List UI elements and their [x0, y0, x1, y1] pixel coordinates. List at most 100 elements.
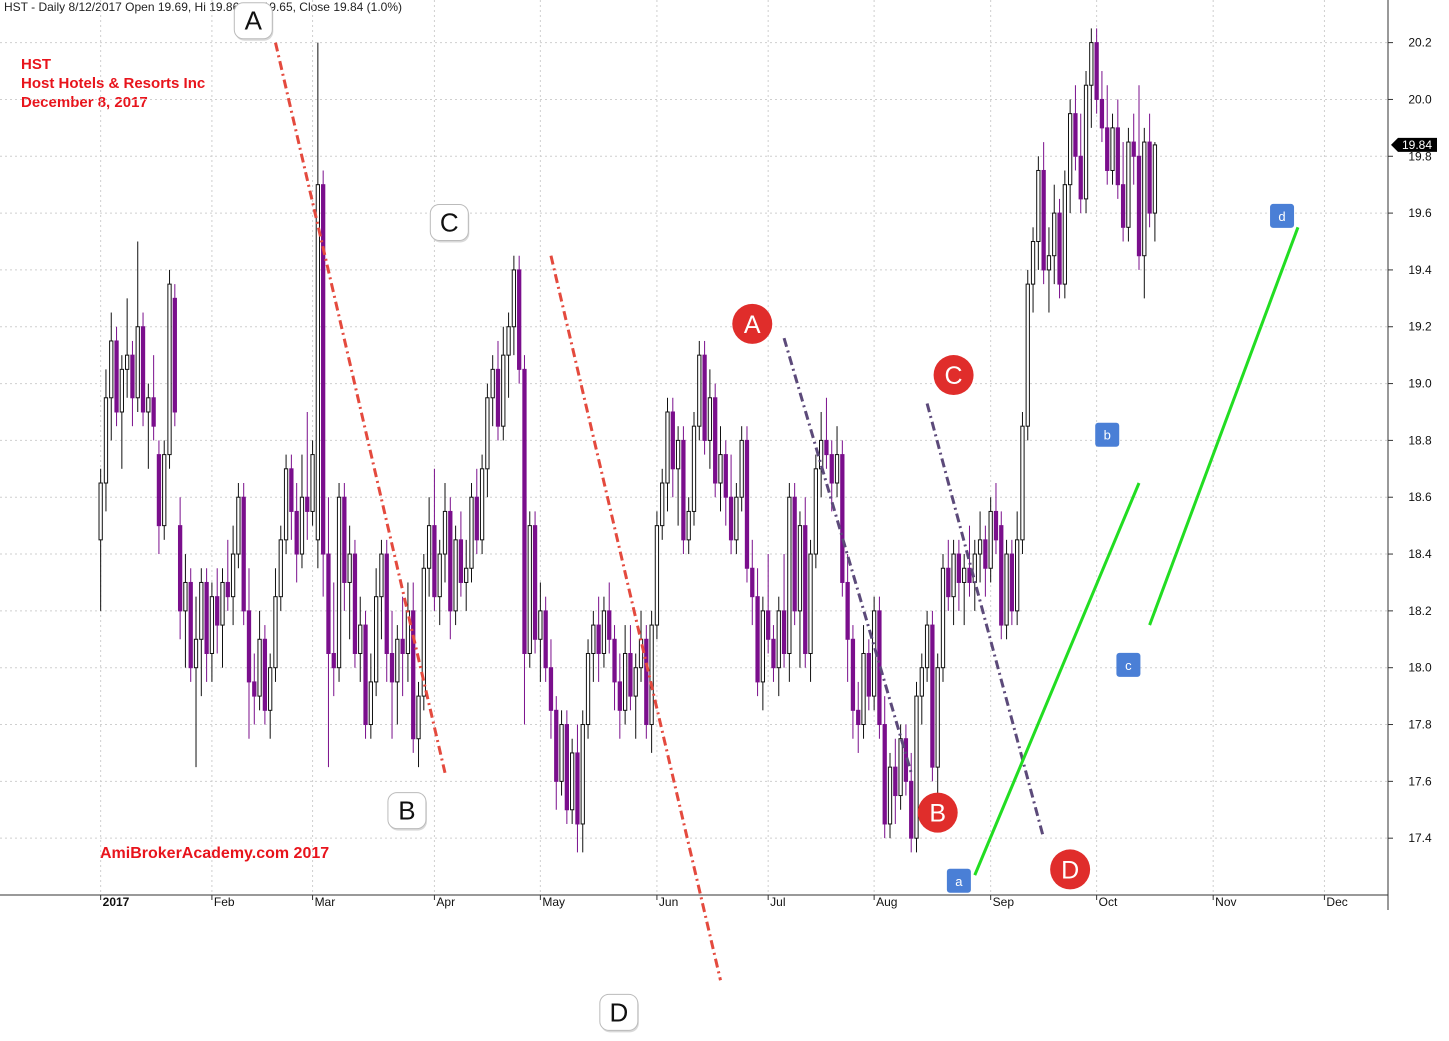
- candle-body: [622, 652, 628, 711]
- candle-body: [861, 652, 866, 726]
- candle-body: [723, 454, 728, 498]
- candle: [543, 596, 548, 682]
- candle-body: [204, 581, 209, 654]
- candle: [707, 369, 713, 469]
- candle: [914, 681, 919, 853]
- candle-body: [103, 397, 109, 484]
- wave-label-blue: c: [1116, 652, 1141, 677]
- wave-label-red: D: [1050, 849, 1091, 890]
- candle-body: [1131, 141, 1136, 157]
- wave-label-blue: a: [946, 868, 971, 893]
- candle-body: [617, 681, 622, 711]
- candle: [977, 511, 983, 583]
- candle-body: [856, 709, 861, 726]
- candle: [479, 454, 485, 555]
- candle-body: [734, 496, 739, 541]
- candle-body: [1147, 141, 1152, 214]
- candle-body: [665, 411, 670, 484]
- candle-body: [1110, 127, 1115, 171]
- last-price-tag: 19.84: [1391, 137, 1437, 152]
- candle-body: [342, 496, 347, 583]
- x-tick-label: Nov: [1215, 895, 1236, 909]
- candle: [723, 440, 728, 526]
- candle: [866, 639, 871, 711]
- candle: [426, 497, 432, 597]
- candle-body: [215, 596, 220, 626]
- annotation-lines: [274, 42, 1300, 981]
- candle-body: [850, 638, 856, 711]
- candle-body: [389, 652, 395, 683]
- candle-body: [125, 354, 130, 370]
- candle-body: [464, 567, 469, 583]
- candle-body: [1020, 425, 1025, 541]
- candle: [988, 497, 993, 583]
- candle: [162, 440, 167, 540]
- candle: [829, 440, 834, 512]
- candle-body: [416, 695, 421, 740]
- candle-body: [273, 596, 278, 669]
- candle-body: [188, 581, 193, 669]
- candle-body: [156, 454, 162, 527]
- candle: [1046, 227, 1052, 313]
- x-tick-label: Sep: [993, 895, 1015, 909]
- candle: [135, 241, 140, 412]
- candle-body: [930, 624, 935, 768]
- candle-body: [893, 766, 898, 797]
- candle-body: [241, 496, 246, 612]
- candle: [501, 326, 506, 441]
- wave-label-square: [1270, 203, 1295, 228]
- candle-body: [845, 581, 850, 640]
- candle-body: [140, 326, 146, 413]
- candle-body: [607, 610, 612, 640]
- candle: [405, 582, 411, 682]
- candle: [909, 752, 914, 853]
- candle-body: [681, 439, 686, 541]
- candle-body: [972, 553, 977, 583]
- x-tick-label: Jul: [770, 895, 785, 909]
- y-tick-label: 19.0: [1408, 377, 1432, 391]
- ticker-label: HST: [21, 56, 51, 73]
- candle: [962, 554, 967, 626]
- candle: [1057, 198, 1062, 299]
- candle-body: [548, 667, 554, 711]
- candle-body: [999, 525, 1004, 626]
- candle-body: [358, 624, 363, 654]
- candle-body: [517, 269, 522, 370]
- candle: [1078, 113, 1083, 214]
- candle-body: [321, 184, 326, 555]
- candle-body: [506, 326, 511, 356]
- candle-body: [1057, 212, 1062, 285]
- x-tick-label: May: [542, 895, 565, 909]
- candle: [1136, 85, 1142, 270]
- candle: [474, 468, 479, 555]
- candle: [654, 511, 660, 640]
- candle: [156, 440, 162, 555]
- y-tick-label: 18.2: [1408, 604, 1432, 618]
- candle: [1062, 170, 1067, 299]
- candle-body: [638, 638, 644, 669]
- wave-label-text: a: [955, 874, 963, 889]
- wave-label-text: B: [929, 800, 946, 828]
- y-tick-label: 18.4: [1408, 547, 1432, 561]
- candle: [548, 639, 554, 739]
- candle-body: [363, 624, 368, 726]
- candle: [453, 525, 458, 626]
- candle-body: [575, 752, 580, 825]
- candle: [559, 710, 564, 796]
- wave-label-square: [1095, 422, 1120, 447]
- candle-body: [554, 709, 559, 782]
- candle-body: [209, 596, 215, 654]
- candle: [808, 539, 813, 682]
- candle: [109, 312, 114, 441]
- candle-body: [230, 553, 236, 598]
- y-tick-label: 17.8: [1408, 718, 1432, 732]
- candle-body: [453, 539, 458, 612]
- candle-body: [829, 454, 834, 484]
- candle-body: [570, 752, 575, 811]
- axes: 17.4 17.6 17.8 18.0 18.2 18.4 18.6 18.8 19.0 19.2…: [0, 0, 1437, 910]
- candle-body: [490, 368, 495, 399]
- wave-label-text: A: [744, 311, 761, 339]
- wave-label-blue: d: [1270, 203, 1295, 228]
- candle: [766, 554, 771, 654]
- candle: [633, 653, 638, 739]
